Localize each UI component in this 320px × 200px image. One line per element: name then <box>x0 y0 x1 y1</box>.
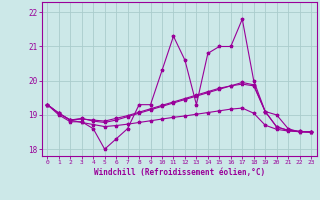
X-axis label: Windchill (Refroidissement éolien,°C): Windchill (Refroidissement éolien,°C) <box>94 168 265 177</box>
